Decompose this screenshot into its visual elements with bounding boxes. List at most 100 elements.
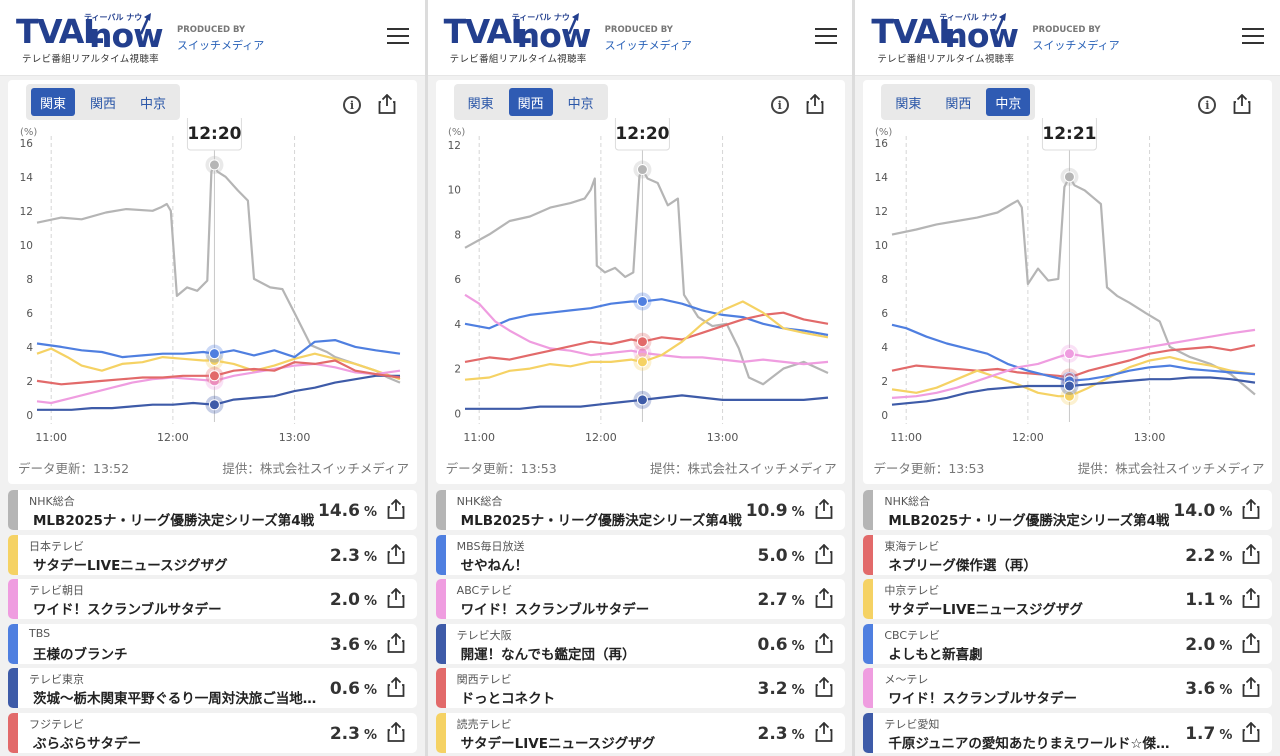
region-tab[interactable]: 関西 xyxy=(945,96,972,112)
share-icon[interactable] xyxy=(815,632,833,653)
rating-chart[interactable]: (%) 0 2 4 6 8 10 12 14 16 11:00 12:00 13:00 12:20 xyxy=(8,118,417,458)
program-row[interactable]: TBS 王様のブランチ 3.6% xyxy=(8,623,417,664)
cursor-point[interactable] xyxy=(636,295,648,307)
producer-name[interactable]: スイッチメディア xyxy=(1032,39,1120,52)
series-line[interactable] xyxy=(36,347,401,381)
share-icon[interactable] xyxy=(1242,588,1260,608)
region-tab[interactable]: 関西 xyxy=(508,88,553,116)
menu-icon[interactable] xyxy=(387,26,409,46)
region-tab[interactable]: 中京 xyxy=(567,96,594,112)
share-icon[interactable] xyxy=(378,94,396,114)
share-icon[interactable] xyxy=(815,499,833,519)
rating-number: 2.0 xyxy=(329,590,360,610)
cursor-point[interactable] xyxy=(208,399,220,411)
share-icon[interactable] xyxy=(1242,721,1260,742)
x-tick-label: 11:00 xyxy=(35,431,67,444)
region-panel-1: TVAL now ティーバル ナウ テレビ番組リアルタイム視聴率 PRODUCE… xyxy=(0,0,425,756)
share-icon[interactable] xyxy=(815,677,833,697)
share-icon[interactable] xyxy=(387,588,405,608)
cursor-point[interactable] xyxy=(208,370,220,382)
share-icon[interactable] xyxy=(387,677,405,697)
x-tick-label: 12:00 xyxy=(1012,431,1044,444)
rating-chart[interactable]: (%) 0 2 4 6 8 10 12 14 16 11:00 12:00 13:00 12:21 xyxy=(863,118,1272,458)
program-row[interactable]: テレビ愛知 千原ジュニアの愛知あたりまえワールド☆傑作選 1.7% xyxy=(863,712,1273,753)
cursor-point[interactable] xyxy=(208,159,220,171)
station-name: メ〜テレ xyxy=(884,673,929,686)
cursor-point[interactable] xyxy=(636,356,648,368)
series-line[interactable] xyxy=(892,175,1257,396)
cursor-point[interactable] xyxy=(1064,348,1076,360)
program-row[interactable]: MBS毎日放送 せやねん！ 5.0% xyxy=(435,534,845,575)
station-color-bar xyxy=(8,579,18,619)
share-icon[interactable] xyxy=(387,499,405,519)
info-icon[interactable]: i xyxy=(770,96,789,114)
program-row[interactable]: テレビ東京 茨城〜栃木関東平野ぐるり一周対決旅ご当地グ… 0.6% xyxy=(8,668,417,708)
x-tick-label: 12:00 xyxy=(585,431,617,444)
share-icon[interactable] xyxy=(1242,499,1260,519)
program-row[interactable]: 中京テレビ サタデーLIVEニュースジグザグ 1.1% xyxy=(863,579,1273,619)
share-icon[interactable] xyxy=(387,543,405,564)
series-line[interactable] xyxy=(892,376,1256,406)
cursor-point[interactable] xyxy=(636,164,648,176)
share-icon[interactable] xyxy=(815,543,833,564)
program-title: せやねん！ xyxy=(460,557,529,574)
share-icon[interactable] xyxy=(387,721,405,742)
share-icon[interactable] xyxy=(1242,632,1260,653)
station-color-bar xyxy=(8,712,18,753)
tvalnow-logo[interactable]: TVAL now ティーバル ナウ テレビ番組リアルタイム視聴率 xyxy=(16,12,164,65)
region-tab[interactable]: 関東 xyxy=(895,96,922,112)
region-tab[interactable]: 関東 xyxy=(31,88,75,116)
cursor-point[interactable] xyxy=(636,394,648,406)
region-tab[interactable]: 関東 xyxy=(467,96,494,112)
share-icon[interactable] xyxy=(815,721,833,742)
info-icon[interactable]: i xyxy=(1198,96,1217,114)
region-tab[interactable]: 中京 xyxy=(139,96,166,112)
program-row[interactable]: NHK総合 MLB2025ナ・リーグ優勝決定シリーズ第4戦 14.0% xyxy=(863,490,1273,530)
station-color-bar xyxy=(8,668,18,708)
program-row[interactable]: フジテレビ ぶらぶらサタデー 2.3% xyxy=(8,712,417,753)
menu-icon[interactable] xyxy=(1242,26,1265,46)
region-tab[interactable]: 中京 xyxy=(986,88,1031,116)
rating-value: 3.6% xyxy=(330,635,377,655)
region-tab[interactable]: 関西 xyxy=(89,96,116,112)
y-axis-unit: (%) xyxy=(20,127,37,138)
rating-unit: % xyxy=(363,549,377,565)
cursor-point[interactable] xyxy=(208,348,220,360)
producer-name[interactable]: スイッチメディア xyxy=(177,39,265,52)
producer-name[interactable]: スイッチメディア xyxy=(604,39,692,52)
program-row[interactable]: メ〜テレ ワイド！スクランブルサタデー 3.6% xyxy=(863,668,1273,708)
cursor-point[interactable] xyxy=(1064,380,1076,392)
share-icon[interactable] xyxy=(815,588,833,608)
share-icon[interactable] xyxy=(806,94,824,114)
share-icon[interactable] xyxy=(1242,543,1260,564)
menu-icon[interactable] xyxy=(814,26,837,46)
series-line[interactable] xyxy=(37,374,400,411)
station-name: 日本テレビ xyxy=(29,539,84,553)
share-icon[interactable] xyxy=(1242,677,1260,697)
series-line[interactable] xyxy=(464,293,828,366)
program-row[interactable]: NHK総合 MLB2025ナ・リーグ優勝決定シリーズ第4戦 14.6% xyxy=(8,490,417,530)
program-row[interactable]: 日本テレビ サタデーLIVEニュースジグザグ 2.3% xyxy=(8,534,417,575)
rating-chart[interactable]: (%) 0 2 4 6 8 10 12 11:00 12:00 13:00 12:20 xyxy=(436,118,845,458)
share-icon[interactable] xyxy=(1233,94,1251,114)
info-icon[interactable]: i xyxy=(343,96,361,114)
cursor-point[interactable] xyxy=(636,336,648,348)
program-row[interactable]: 東海テレビ ネプリーグ傑作選（再） 2.2% xyxy=(863,534,1273,575)
station-name: NHK総合 xyxy=(29,495,75,508)
program-row[interactable]: 読売テレビ サタデーLIVEニュースジグザグ 2.3% xyxy=(435,712,845,753)
tvalnow-logo[interactable]: TVAL now ティーバル ナウ テレビ番組リアルタイム視聴率 xyxy=(444,12,592,65)
program-row[interactable]: NHK総合 MLB2025ナ・リーグ優勝決定シリーズ第4戦 10.9% xyxy=(435,490,845,530)
program-row[interactable]: テレビ朝日 ワイド！スクランブルサタデー 2.0% xyxy=(8,579,417,619)
tvalnow-logo[interactable]: TVAL now ティーバル ナウ テレビ番組リアルタイム視聴率 xyxy=(871,12,1019,65)
produced-by-label: PRODUCED BY xyxy=(604,25,673,35)
y-tick-label: 2 xyxy=(882,376,889,388)
program-row[interactable]: CBCテレビ よしもと新喜劇 2.0% xyxy=(863,623,1273,664)
program-row[interactable]: 関西テレビ ドっとコネクト 3.2% xyxy=(435,668,845,708)
rating-number: 3.6 xyxy=(329,634,360,655)
cursor-point[interactable] xyxy=(1064,171,1076,183)
series-line[interactable] xyxy=(464,394,828,410)
program-row[interactable]: テレビ大阪 開運！なんでも鑑定団（再） 0.6% xyxy=(435,623,845,664)
rating-number: 3.6 xyxy=(1185,679,1216,699)
share-icon[interactable] xyxy=(387,632,405,653)
program-row[interactable]: ABCテレビ ワイド！スクランブルサタデー 2.7% xyxy=(435,579,845,619)
